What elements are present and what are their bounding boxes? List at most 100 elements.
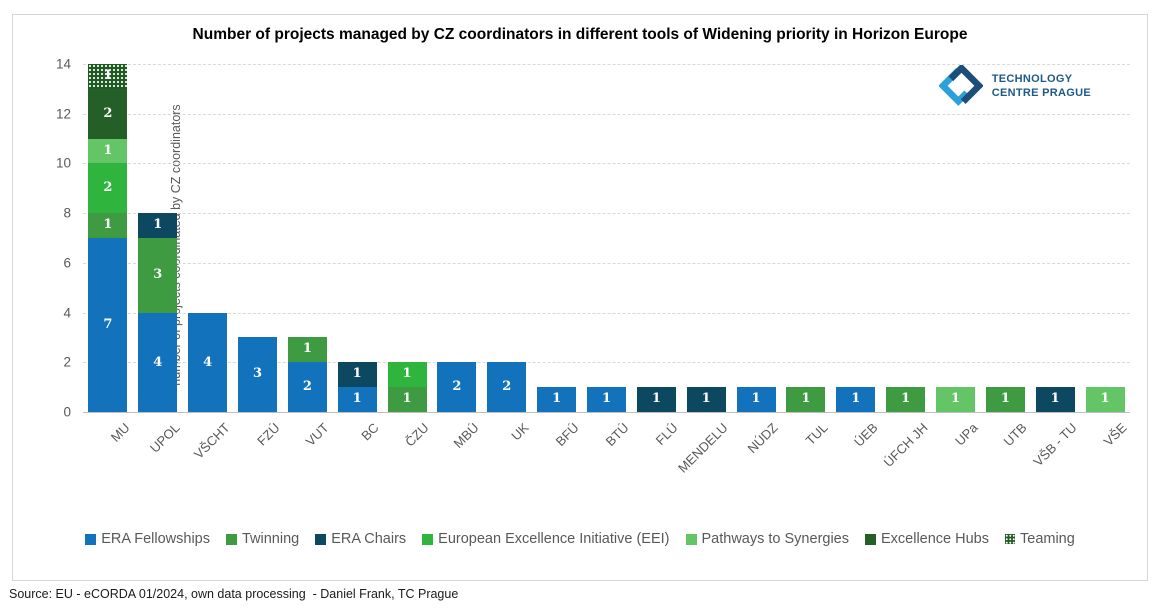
bar-value-label: 1 <box>1000 391 1010 407</box>
x-tick-label: MU <box>107 420 133 445</box>
legend-label: ERA Chairs <box>331 531 407 547</box>
bar-value-label: 2 <box>502 379 512 395</box>
legend-item: Pathways to Synergies <box>685 531 850 547</box>
bar-value-label: 1 <box>302 341 312 357</box>
bar-segment: 4 <box>188 312 228 412</box>
chart-title: Number of projects managed by CZ coordin… <box>192 26 968 43</box>
legend-swatch <box>422 533 434 545</box>
legend-label: Excellence Hubs <box>881 531 989 547</box>
bar-value-label: 1 <box>950 391 961 407</box>
bar-segment: 1 <box>886 387 926 412</box>
bar-segment: 1 <box>1035 387 1075 412</box>
plot-area: 0 2 4 6 8 10 12 14 7 1 2 1 2 1 MU 4 3 1 UPOL 4 VŠCHT 3 FZÚ 2 1 VU… <box>56 57 1130 476</box>
bar-segment: 1 <box>387 362 427 388</box>
bar-segment: 1 <box>786 387 826 412</box>
legend-label: ERA Fellowships <box>101 531 210 547</box>
bar-value-label: 1 <box>851 391 861 407</box>
bar-segment: 1 <box>337 362 377 388</box>
legend-item: ERA Chairs <box>315 531 406 547</box>
legend-swatch <box>315 533 327 545</box>
bar-segment: 2 <box>437 362 477 412</box>
chart-frame: Number of projects managed by CZ coordin… <box>12 14 1148 581</box>
logo-text: TECHNOLOGY CENTRE PRAGUE <box>992 72 1091 101</box>
bar-value-label: 2 <box>103 180 113 196</box>
y-tick-label: 4 <box>63 305 71 321</box>
bar-segment: 1 <box>88 64 128 89</box>
legend-swatch <box>685 533 697 545</box>
y-tick-label: 2 <box>63 354 71 370</box>
bar-value-label: 3 <box>153 267 163 283</box>
y-tick-label: 8 <box>63 205 71 221</box>
legend-item: ERA Fellowships <box>85 531 210 547</box>
bar-value-label: 1 <box>1050 391 1060 407</box>
bar-segment: 2 <box>88 88 128 139</box>
gridline <box>83 64 1130 65</box>
bar-segment: 3 <box>138 238 178 313</box>
bar-segment: 1 <box>587 387 626 412</box>
bar-segment: 2 <box>287 362 327 412</box>
bar-segment: 1 <box>337 387 377 412</box>
bar-value-label: 1 <box>402 391 412 407</box>
bar-segment: 1 <box>88 138 128 164</box>
legend-swatch <box>865 533 876 545</box>
gridline <box>83 113 1130 115</box>
bar-value-label: 3 <box>252 366 263 382</box>
legend-item: Teaming <box>1005 531 1075 547</box>
bar-segment: 1 <box>985 387 1025 412</box>
legend-swatch <box>1005 534 1015 544</box>
legend-label: Teaming <box>1020 531 1075 547</box>
bar-value-label: 1 <box>552 391 562 407</box>
bar-segment: 1 <box>936 387 975 412</box>
bar-segment: 2 <box>88 163 128 214</box>
bar-value-label: 1 <box>751 391 761 407</box>
bar-value-label: 7 <box>103 317 113 332</box>
bar-segment: 1 <box>636 387 676 412</box>
bar-value-label: 1 <box>352 391 362 407</box>
bar-value-label: 1 <box>901 391 911 407</box>
legend: ERA Fellowships Twinning ERA Chairs Europea… <box>13 531 1147 547</box>
bar-value-label: 1 <box>352 366 362 382</box>
bar-segment: 1 <box>1085 387 1125 412</box>
bar-value-label: 1 <box>801 391 811 407</box>
bar-segment: 7 <box>88 238 128 412</box>
y-tick-label: 12 <box>55 106 71 122</box>
bar-value-label: 1 <box>701 391 711 407</box>
bar-segment: 1 <box>686 387 726 412</box>
bar-value-label: 1 <box>153 217 163 233</box>
bar-value-label: 4 <box>203 354 213 370</box>
y-tick-label: 10 <box>55 155 71 171</box>
gridline <box>83 312 1130 314</box>
bar-value-label: 1 <box>103 68 113 84</box>
logo-text-line1: TECHNOLOGY <box>991 72 1073 85</box>
bar-segment: 1 <box>88 213 128 238</box>
legend-label: European Excellence Initiative (EEI) <box>438 531 670 547</box>
gridline <box>83 362 1130 364</box>
legend-swatch <box>85 533 97 545</box>
legend-item: European Excellence Initiative (EEI) <box>422 531 670 547</box>
bar-segment: 1 <box>287 337 327 363</box>
gridline <box>83 262 1130 264</box>
legend-swatch <box>225 533 237 545</box>
bar-segment: 3 <box>238 337 277 412</box>
bar-value-label: 2 <box>452 379 462 395</box>
y-tick-label: 14 <box>55 56 71 72</box>
bar-value-label: 1 <box>651 391 661 407</box>
bar-segment: 2 <box>487 362 527 412</box>
gridline <box>83 163 1130 165</box>
bar-segment: 1 <box>138 213 178 238</box>
y-tick-label: 0 <box>63 404 71 420</box>
logo-text-line2: CENTRE PRAGUE <box>991 87 1091 99</box>
legend-label: Twinning <box>241 531 300 547</box>
y-tick-label: 6 <box>63 255 71 271</box>
bar-value-label: 2 <box>302 379 312 395</box>
source-note: Source: EU - eCORDA 01/2024, own data pr… <box>9 587 459 601</box>
bar-value-label: 1 <box>402 366 412 382</box>
tc-prague-logo-icon <box>938 65 983 106</box>
bar-segment: 1 <box>387 387 427 412</box>
bar-segment: 1 <box>537 387 577 412</box>
legend-label: Pathways to Synergies <box>701 531 850 547</box>
bar-segment: 4 <box>138 312 178 412</box>
bar-value-label: 2 <box>103 105 113 121</box>
bar-value-label: 1 <box>103 142 113 158</box>
